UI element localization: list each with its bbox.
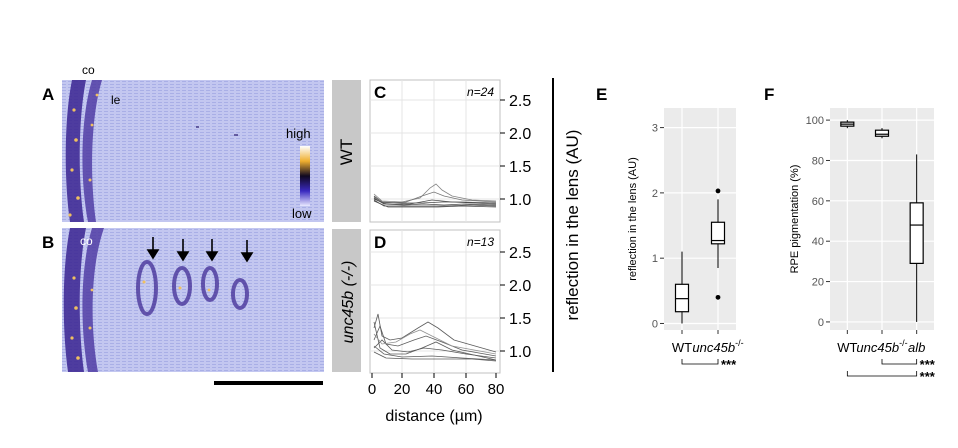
plot-d-n-label: n=13 [467, 235, 494, 249]
plot-c-traces [373, 183, 497, 208]
arrow-4 [240, 252, 254, 263]
ytick-label-e-3: 3 [652, 123, 658, 135]
box-e-1 [710, 221, 726, 245]
sig-label-e-0: *** [721, 357, 737, 372]
sig-label-f-0: *** [920, 357, 936, 372]
panel-letter-e: E [596, 85, 608, 104]
ytick-label-f-5: 100 [806, 115, 824, 127]
ytick-label-f-2: 40 [812, 236, 824, 248]
arrow-2 [176, 251, 190, 262]
xtick-60: 60 [458, 381, 475, 398]
category-label-e-0: WT [672, 340, 692, 355]
box-e-0 [674, 283, 690, 313]
outlier-e-1-1 [715, 294, 721, 300]
label-cornea-b: co [80, 234, 93, 248]
plot-bg-e [664, 108, 736, 330]
ytick-label-f-3: 60 [812, 196, 824, 208]
sig-bracket-f-0 [881, 359, 918, 365]
xtick-40: 40 [426, 381, 443, 398]
oct-image-b [62, 228, 324, 372]
sig-bracket-e-0 [681, 359, 719, 365]
y-axis-label-f: RPE pigmentation (%) [789, 165, 801, 274]
ytick-c-15: 1.5 [509, 159, 531, 176]
profile-plots: n=24 C n=13 D 2.5 2.0 1.5 1.0 2.5 2.0 1.… [368, 79, 531, 425]
ytick-label-f-0: 0 [818, 317, 824, 329]
label-cornea-a: co [82, 63, 95, 77]
cd-y-axis-label-wrap: reflection in the lens (AU) [563, 130, 582, 321]
cd-x-tick-labels: 0 20 40 60 80 [368, 381, 505, 398]
ytick-label-e-1: 1 [652, 253, 658, 265]
arrows-overlay [146, 237, 254, 263]
genotype-label-wt: WT [337, 139, 356, 165]
arrow-1 [146, 249, 160, 260]
outlier-e-1-0 [715, 188, 721, 194]
colorbar-low-label: low [292, 206, 312, 221]
plot-c-n-label: n=24 [467, 85, 494, 99]
cd-y-tick-labels: 2.5 2.0 1.5 1.0 2.5 2.0 1.5 1.0 [509, 93, 531, 361]
xtick-20: 20 [394, 381, 411, 398]
xtick-0: 0 [368, 381, 376, 398]
cd-x-axis-label: distance (µm) [385, 408, 482, 425]
plot-d-traces [373, 313, 497, 362]
y-axis-label-e: reflection in the lens (AU) [627, 157, 639, 281]
xtick-80: 80 [488, 381, 505, 398]
oct-image-b-graphic [62, 228, 324, 372]
ytick-c-25: 2.5 [509, 93, 531, 110]
panel-letter-c: C [374, 83, 386, 102]
plot-c-frame [369, 79, 501, 223]
sig-label-f-1: *** [920, 369, 936, 384]
panel-letter-f: F [764, 85, 775, 104]
category-label-f-1: unc45b-/- [856, 338, 907, 355]
ytick-d-20: 2.0 [509, 278, 531, 295]
label-lens-a: le [111, 93, 121, 107]
ytick-c-10: 1.0 [509, 192, 531, 209]
strip-unc45b [332, 229, 361, 372]
sig-bracket-f-1 [846, 371, 918, 377]
ytick-d-25: 2.5 [509, 245, 531, 262]
cd-y-axis-label: reflection in the lens (AU) [563, 130, 582, 321]
strip-wt [332, 80, 361, 222]
category-label-f-0: WT [837, 340, 857, 355]
category-label-f-2: alb [908, 340, 925, 355]
box-f-2 [909, 202, 924, 265]
cd-y-ticks [500, 99, 505, 352]
ytick-label-e-2: 2 [652, 188, 658, 200]
ytick-c-20: 2.0 [509, 126, 531, 143]
genotype-label-unc45b: unc45b (-/-) [340, 261, 357, 344]
scale-bar [214, 381, 323, 385]
panel-letter-a: A [42, 85, 55, 104]
cd-divider [552, 78, 554, 372]
cd-x-ticks [371, 373, 497, 378]
category-label-e-1: unc45b-/- [692, 338, 743, 355]
ytick-label-f-4: 80 [812, 155, 824, 167]
ytick-d-10: 1.0 [509, 344, 531, 361]
strip-labels: WT unc45b (-/-) [337, 139, 357, 344]
oct-image-a-graphic [62, 80, 324, 222]
panel-letter-b: B [42, 233, 55, 252]
box-f-1 [874, 129, 890, 137]
plot-c-grid [370, 80, 500, 222]
oct-image-a [62, 80, 324, 222]
colorbar-high-label: high [286, 126, 311, 141]
ytick-d-15: 1.5 [509, 311, 531, 328]
ytick-label-e-0: 0 [652, 318, 658, 330]
chart-e: 0 1 2 3 WT unc45b-/- reflection in the lens (A… [627, 108, 744, 372]
arrow-3 [205, 251, 219, 262]
ytick-label-f-1: 20 [812, 277, 824, 289]
panel-letter-d: D [374, 233, 386, 252]
colorbar [300, 146, 310, 206]
